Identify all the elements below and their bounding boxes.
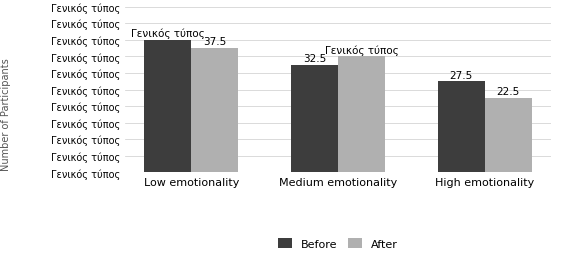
- Text: 22.5: 22.5: [496, 87, 520, 97]
- Bar: [144, 41, 191, 173]
- Text: Number of Participants: Number of Participants: [1, 58, 11, 170]
- Bar: [191, 49, 238, 173]
- Bar: [338, 57, 385, 173]
- Bar: [485, 98, 532, 173]
- Text: 27.5: 27.5: [449, 70, 473, 80]
- Bar: [438, 82, 485, 173]
- Bar: [291, 65, 338, 173]
- Text: Γενικός τύπος: Γενικός τύπος: [131, 28, 204, 39]
- Text: 37.5: 37.5: [203, 37, 227, 47]
- Text: Γενικός τύπος: Γενικός τύπος: [324, 45, 398, 55]
- Legend: Before, After: Before, After: [274, 233, 402, 253]
- Text: 32.5: 32.5: [303, 54, 326, 64]
